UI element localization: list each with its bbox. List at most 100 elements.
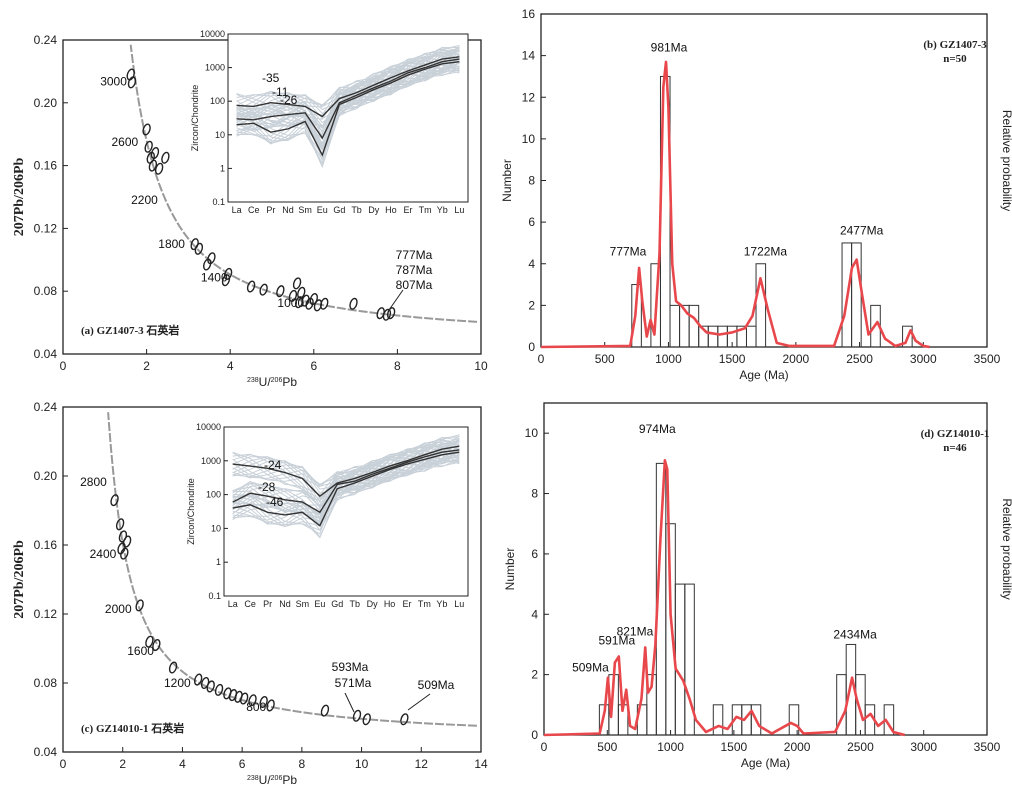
data-ellipse	[122, 535, 132, 548]
annotation-arrow	[407, 693, 431, 711]
x-tick-label: 6	[310, 359, 317, 373]
ree-background-line	[232, 449, 460, 503]
peak-label: 2434Ma	[833, 627, 877, 641]
data-ellipse	[259, 695, 268, 708]
data-ellipse	[352, 709, 362, 722]
y-tick-label: 0.04	[34, 745, 58, 759]
panel-c-concordia: 0 2 4 6 8 10 12 14 0.04 0.08 0.12 0.16 0.20 0.24 2800 2…	[12, 400, 488, 787]
age-annotation: 777Ma	[396, 248, 433, 262]
histogram-bar	[902, 325, 913, 348]
histogram-bar	[755, 263, 767, 348]
x-tick-label: 2	[119, 757, 126, 771]
panel-title: (b) GZ1407-3	[923, 39, 987, 51]
inset-y-tick-label: 1000	[201, 456, 221, 466]
x-tick-label: 1500	[719, 352, 746, 366]
peak-label: 591Ma	[598, 633, 635, 647]
histogram-bar	[750, 704, 762, 736]
data-ellipse	[349, 297, 358, 310]
inset-y-tick-label: 10000	[200, 29, 225, 39]
data-ellipse	[248, 694, 257, 707]
ree-pattern-line	[236, 58, 460, 140]
inset-element-label: Yb	[436, 599, 447, 609]
peak-label: 974Ma	[639, 422, 676, 436]
y-tick-label: 0.20	[34, 469, 58, 483]
ree-background-line	[236, 57, 460, 128]
concordia-age-label: 2600	[111, 135, 138, 149]
inset-y-axis-label: Zircon/Chondrite	[186, 478, 196, 545]
y-tick-label: 0.24	[34, 400, 58, 414]
inset-element-label: Gd	[331, 599, 343, 609]
inset-y-tick-label: 0.1	[212, 197, 225, 207]
inset-y-axis-label: Zircon/Chondrite	[190, 85, 200, 152]
ree-background-line	[232, 451, 460, 507]
inset-element-label: Ce	[248, 205, 260, 215]
inset-element-label: Nd	[279, 599, 291, 609]
probability-curve	[540, 60, 930, 349]
x-tick-label: 0	[60, 359, 67, 373]
data-ellipse	[239, 692, 249, 705]
data-ellipse	[288, 289, 298, 302]
y-axis-label: Number	[500, 159, 514, 202]
ree-label: -26	[280, 93, 298, 107]
inset-y-tick-label: 100	[210, 96, 225, 106]
y-tick-label: 12	[522, 90, 536, 104]
inset-element-label: Ho	[384, 599, 396, 609]
y-tick-label: 0.16	[34, 159, 58, 173]
y-tick-label: 0.24	[34, 33, 58, 47]
plot-frame	[543, 402, 988, 736]
inset-element-label: Sm	[298, 205, 312, 215]
data-ellipse	[148, 159, 158, 172]
y-tick-label: 14	[522, 49, 536, 63]
y-tick-label: 10	[522, 132, 536, 146]
histogram-bar	[684, 583, 695, 736]
ree-label: -35	[262, 71, 280, 85]
histogram-bar	[674, 583, 686, 736]
plot-frame	[62, 406, 482, 753]
ree-background-line	[232, 442, 460, 527]
y-axis-label: 207Pb/206Pb	[12, 540, 27, 619]
data-ellipse	[203, 258, 212, 271]
inset-element-label: Lu	[454, 205, 464, 215]
age-annotation: 571Ma	[335, 676, 372, 690]
concordia-age-label: 1000	[277, 296, 304, 310]
data-ellipse	[320, 297, 329, 310]
ree-pattern-line	[232, 449, 460, 514]
data-ellipse	[145, 635, 154, 648]
inset-element-label: Lu	[454, 599, 464, 609]
inset-element-label: Gd	[333, 205, 345, 215]
ree-label: -24	[264, 458, 282, 472]
x-label-sup: 238	[247, 377, 259, 384]
x-label-sup: 206	[271, 377, 283, 384]
concordia-curve	[107, 412, 477, 727]
x-label-sup: 206	[271, 775, 283, 782]
histogram-bar	[788, 704, 800, 736]
inset-y-tick-label: 10	[211, 523, 221, 533]
x-tick-label: 2	[143, 359, 150, 373]
data-ellipse	[206, 680, 215, 693]
x-tick-label: 6	[239, 757, 246, 771]
ree-background-line	[236, 61, 460, 127]
data-ellipse	[292, 277, 302, 290]
x-tick-label: 500	[597, 740, 617, 754]
data-ellipse	[120, 547, 129, 560]
data-ellipse	[386, 307, 396, 320]
ree-background-line	[232, 456, 460, 525]
x-tick-label: 10	[355, 757, 369, 771]
x-tick-label: 3000	[910, 352, 937, 366]
x-tick-label: 8	[394, 359, 401, 373]
x-label-text: U/	[259, 773, 272, 787]
y-tick-label: 0.08	[34, 284, 58, 298]
x-tick-label: 8	[299, 757, 306, 771]
x-axis-label: Age (Ma)	[739, 368, 788, 382]
y-tick-label: 8	[528, 174, 535, 188]
x-tick-label: 3000	[910, 740, 937, 754]
inset-element-label: Tb	[349, 599, 360, 609]
probability-curve	[543, 459, 906, 737]
age-annotation: 787Ma	[396, 263, 433, 277]
x-tick-label: 10	[474, 359, 488, 373]
ree-label: -11	[272, 85, 289, 99]
ree-background-line	[236, 62, 460, 161]
x-tick-label: 2500	[847, 740, 874, 754]
y-tick-label: 0.12	[34, 607, 58, 621]
age-annotation: 807Ma	[396, 278, 433, 292]
